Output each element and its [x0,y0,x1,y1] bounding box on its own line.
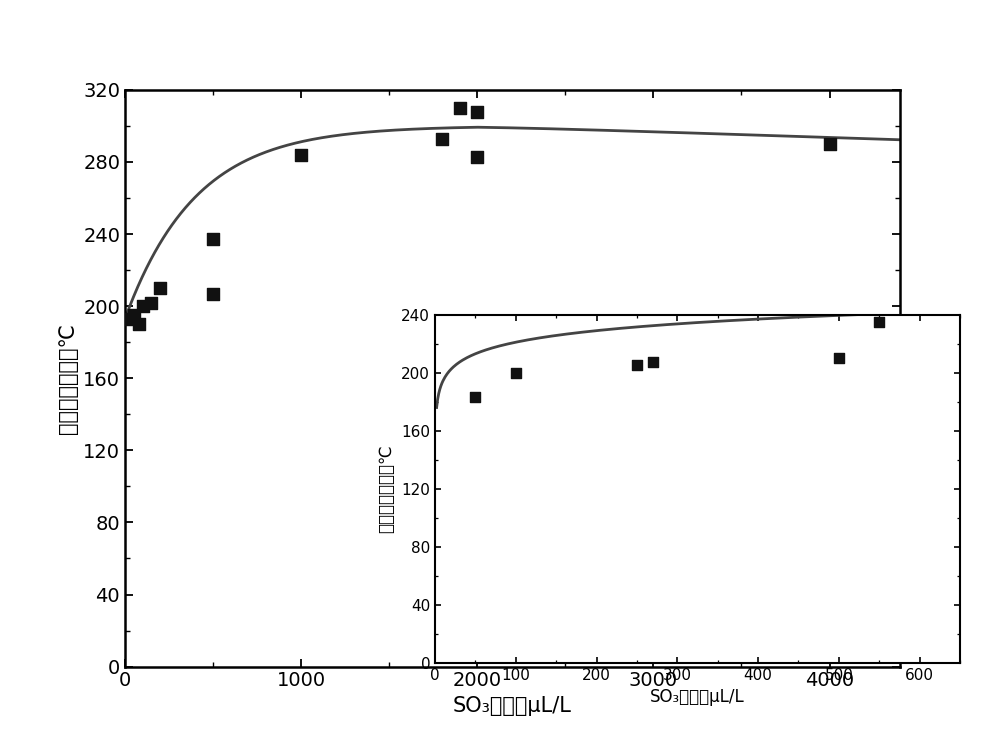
Point [152,282,168,294]
Point [119,313,135,325]
Point [871,316,887,328]
Point [131,318,147,330]
Point [469,151,485,163]
Point [508,366,524,378]
Point [143,297,159,309]
Point [205,234,221,246]
Point [629,360,645,372]
Point [645,357,661,369]
Point [822,138,838,150]
X-axis label: SO₃浓度，μL/L: SO₃浓度，μL/L [453,696,572,716]
Point [126,309,142,321]
Point [469,106,485,118]
X-axis label: SO₃浓度，μL/L: SO₃浓度，μL/L [650,688,745,706]
Point [467,391,483,403]
Point [831,352,847,364]
Y-axis label: 堆塞缓解温度，℃: 堆塞缓解温度，℃ [378,444,396,533]
Point [293,149,309,161]
Point [434,133,450,145]
Point [452,102,468,114]
Point [135,300,151,312]
Y-axis label: 堆塞缓解温度，℃: 堆塞缓解温度，℃ [58,323,78,434]
Point [205,288,221,300]
